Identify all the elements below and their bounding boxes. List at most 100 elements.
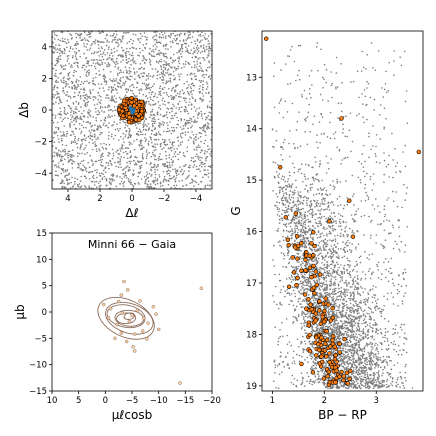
cmd-field-star (306, 291, 309, 293)
field-star (133, 61, 135, 64)
field-star (102, 51, 105, 54)
field-star (80, 168, 83, 170)
field-star (111, 180, 114, 182)
field-star (150, 169, 152, 172)
pm-member (140, 329, 145, 333)
field-star (90, 171, 92, 173)
cluster-members (116, 95, 147, 125)
field-star (106, 58, 108, 61)
field-star (61, 134, 64, 137)
field-star (180, 32, 182, 35)
field-star (100, 143, 102, 145)
cmd-field-star (352, 360, 355, 363)
cmd-field-star (379, 359, 382, 361)
field-star (77, 43, 79, 46)
field-star (202, 89, 204, 91)
field-star (199, 85, 201, 87)
cmd-field-star (338, 330, 341, 333)
cmd-field-star (370, 377, 372, 380)
field-star (65, 170, 67, 173)
cmd-field-star (352, 268, 355, 271)
field-star (144, 137, 146, 139)
field-star (144, 180, 147, 182)
field-star (116, 105, 119, 108)
cmd-field-star (385, 118, 387, 120)
cmd-field-star (364, 333, 367, 335)
field-star (190, 77, 193, 80)
field-star (61, 120, 63, 123)
field-star (161, 163, 164, 165)
field-star (150, 111, 152, 113)
field-star (189, 182, 191, 184)
field-star (183, 165, 186, 167)
field-star (166, 164, 169, 167)
cmd-field-star (352, 387, 355, 389)
cmd-field-star (309, 208, 312, 211)
field-star (65, 135, 68, 137)
cmd-field-star (381, 361, 383, 364)
cmd-field-star (308, 103, 311, 106)
field-star (127, 88, 129, 91)
cmd-field-star (401, 206, 403, 209)
field-star (163, 92, 165, 94)
field-star (163, 115, 166, 117)
field-star (89, 97, 92, 99)
field-star (67, 73, 70, 76)
field-star (118, 38, 121, 40)
member-star (126, 119, 132, 125)
field-star (151, 55, 153, 57)
pm-x-label: μℓcosb (112, 408, 152, 422)
cmd-field-star (382, 368, 384, 371)
field-star (151, 108, 154, 111)
cmd-field-star (403, 295, 405, 297)
cmd-field-star (388, 154, 390, 157)
cmd-field-star (399, 336, 401, 338)
field-star (68, 55, 70, 57)
field-star (95, 72, 98, 75)
field-star (201, 157, 203, 159)
field-star (78, 152, 81, 155)
cmd-field-star (351, 315, 353, 317)
cmd-field-star (345, 180, 347, 182)
field-star (139, 41, 141, 43)
cmd-field-star (362, 330, 364, 332)
field-star (182, 125, 185, 127)
cmd-field-star (274, 372, 276, 374)
field-star (60, 150, 62, 153)
field-star (121, 144, 123, 147)
cmd-field-star (369, 289, 371, 292)
cmd-field-star (397, 305, 399, 307)
field-star (159, 145, 162, 148)
field-star (203, 50, 206, 53)
field-star (137, 130, 140, 133)
cmd-field-star (297, 170, 299, 173)
cmd-field-star (309, 200, 312, 203)
cmd-field-star (366, 372, 369, 374)
field-star (105, 44, 108, 47)
cmd-field-star (295, 79, 297, 82)
field-star (135, 62, 137, 65)
field-star (204, 130, 206, 133)
field-star (194, 119, 196, 121)
field-star (166, 143, 169, 146)
cmd-field-star (346, 291, 348, 294)
field-star (187, 131, 189, 133)
field-star (179, 142, 182, 144)
field-star (190, 49, 193, 51)
field-star (63, 158, 66, 161)
field-star (199, 33, 202, 36)
cmd-field-star (377, 277, 380, 279)
cmd-field-star (273, 75, 275, 78)
field-star (128, 144, 131, 146)
cmd-field-star (304, 298, 307, 300)
field-star (62, 133, 65, 136)
cmd-field-star (327, 201, 330, 204)
cmd-field-star (322, 86, 324, 89)
field-star (168, 164, 171, 166)
field-star (184, 155, 186, 158)
field-star (118, 54, 120, 56)
cmd-field-star (392, 247, 395, 250)
cmd-field-star (312, 314, 315, 316)
field-star (102, 155, 104, 158)
field-star (149, 75, 152, 77)
